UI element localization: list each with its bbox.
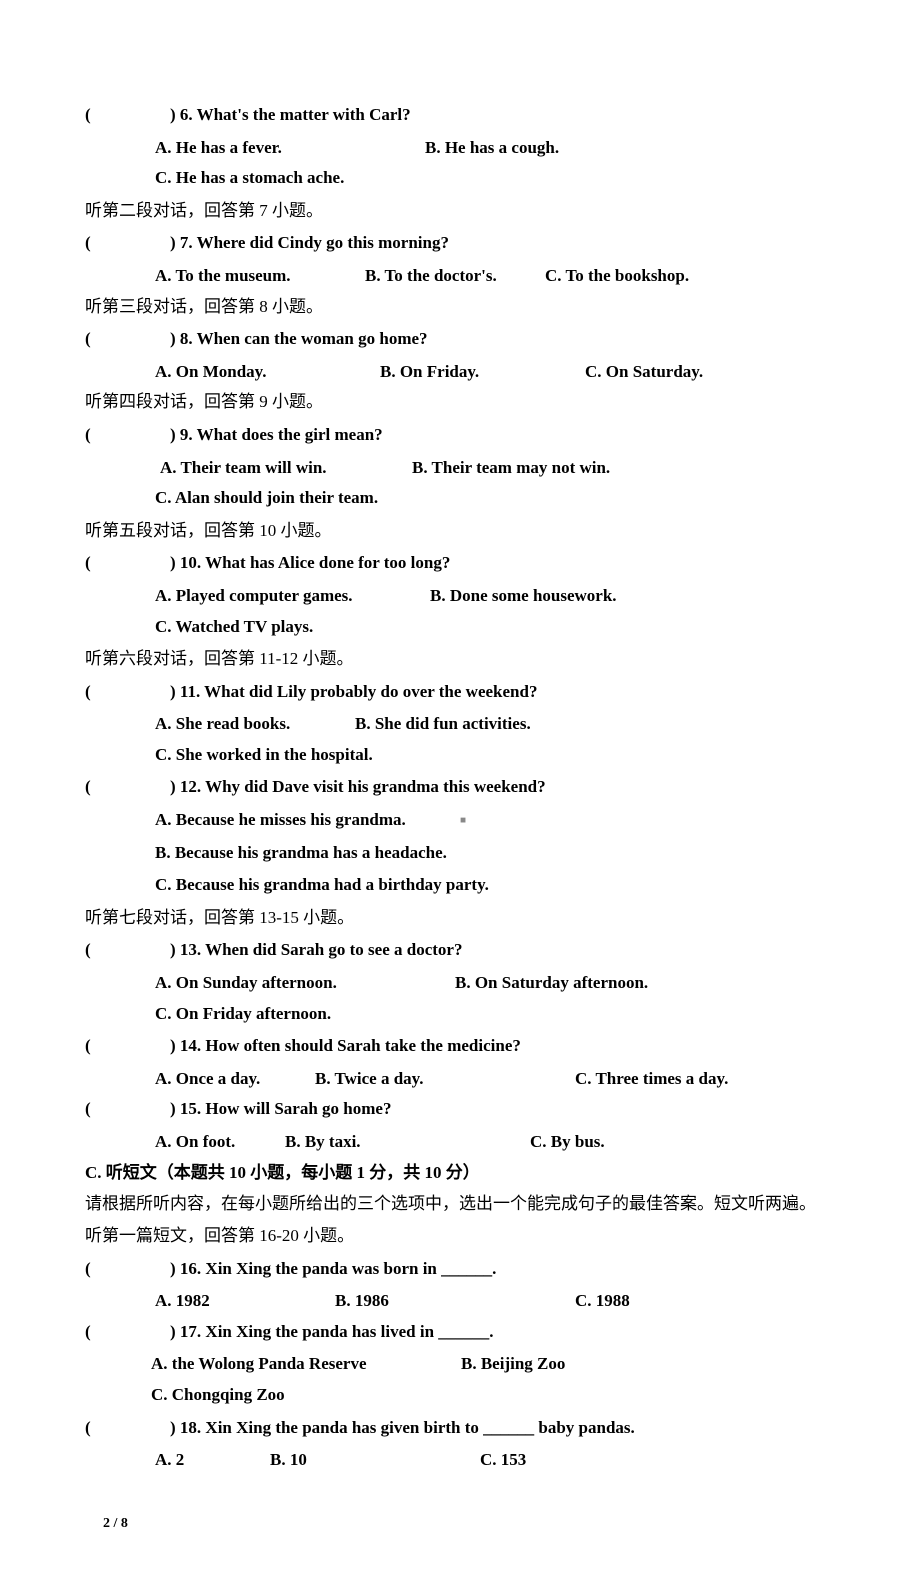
instruction-dialog-2: 听第二段对话，回答第 7 小题。 — [85, 196, 835, 227]
answer-paren[interactable]: ( — [85, 1094, 170, 1125]
option-b: B. To the doctor's. — [365, 261, 545, 292]
question-text: ) 11. What did Lily probably do over the… — [170, 682, 537, 701]
instruction-dialog-4: 听第四段对话，回答第 9 小题。 — [85, 387, 835, 418]
question-12: () 12. Why did Dave visit his grandma th… — [85, 772, 835, 803]
question-16: () 16. Xin Xing the panda was born in __… — [85, 1254, 835, 1285]
option-c: C. On Saturday. — [585, 357, 703, 388]
option-a: A. Played computer games. — [155, 581, 430, 612]
page-mark-icon: ■ — [460, 812, 466, 830]
option-b: B. Beijing Zoo — [461, 1349, 565, 1380]
q14-options: A. Once a day. B. Twice a day. C. Three … — [85, 1064, 835, 1095]
option-b: B. Twice a day. — [315, 1064, 575, 1095]
option-b: B. 10 — [270, 1445, 480, 1476]
option-a: A. 2 — [155, 1445, 270, 1476]
option-b: B. She did fun activities. — [355, 709, 531, 740]
instruction-passage-1: 听第一篇短文，回答第 16-20 小题。 — [85, 1221, 835, 1252]
section-c-title: C. 听短文（本题共 10 小题，每小题 1 分，共 10 分） — [85, 1158, 835, 1189]
question-text: ) 10. What has Alice done for too long? — [170, 553, 450, 572]
q7-options: A. To the museum. B. To the doctor's. C.… — [85, 261, 835, 292]
question-10: () 10. What has Alice done for too long? — [85, 548, 835, 579]
q10-option-c: C. Watched TV plays. — [85, 612, 835, 643]
q12-option-b: B. Because his grandma has a headache. — [85, 838, 835, 869]
option-b: B. On Friday. — [380, 357, 585, 388]
option-b: B. On Saturday afternoon. — [455, 968, 648, 999]
question-18: () 18. Xin Xing the panda has given birt… — [85, 1413, 835, 1444]
option-a: A. On foot. — [155, 1127, 285, 1158]
q6-options-ab: A. He has a fever. B. He has a cough. — [85, 133, 835, 164]
section-c-instruction: 请根据所听内容，在每小题所给出的三个选项中，选出一个能完成句子的最佳答案。短文听… — [85, 1190, 835, 1219]
q11-option-c: C. She worked in the hospital. — [85, 740, 835, 771]
page-number: 2 / 8 — [85, 1511, 835, 1536]
answer-paren[interactable]: ( — [85, 100, 170, 131]
q6-option-c: C. He has a stomach ache. — [85, 163, 835, 194]
option-a: A. On Sunday afternoon. — [155, 968, 455, 999]
q8-options: A. On Monday. B. On Friday. C. On Saturd… — [85, 357, 835, 388]
question-text: ) 16. Xin Xing the panda was born in ___… — [170, 1259, 496, 1278]
q15-options: A. On foot. B. By taxi. C. By bus. — [85, 1127, 835, 1158]
q17-options-ab: A. the Wolong Panda Reserve B. Beijing Z… — [85, 1349, 835, 1380]
q10-options-ab: A. Played computer games. B. Done some h… — [85, 581, 835, 612]
question-text: ) 6. What's the matter with Carl? — [170, 105, 411, 124]
question-text: ) 14. How often should Sarah take the me… — [170, 1036, 521, 1055]
answer-paren[interactable]: ( — [85, 324, 170, 355]
q9-options-ab: A. Their team will win. B. Their team ma… — [85, 453, 835, 484]
q9-option-c: C. Alan should join their team. — [85, 483, 835, 514]
answer-paren[interactable]: ( — [85, 1254, 170, 1285]
question-8: () 8. When can the woman go home? — [85, 324, 835, 355]
question-9: () 9. What does the girl mean? — [85, 420, 835, 451]
q13-option-c: C. On Friday afternoon. — [85, 999, 835, 1030]
answer-paren[interactable]: ( — [85, 228, 170, 259]
option-a: A. On Monday. — [155, 357, 380, 388]
option-b: B. Their team may not win. — [412, 453, 610, 484]
option-a: A. Once a day. — [155, 1064, 315, 1095]
option-b: B. He has a cough. — [425, 133, 559, 164]
question-text: ) 13. When did Sarah go to see a doctor? — [170, 940, 462, 959]
q11-options-ab: A. She read books. B. She did fun activi… — [85, 709, 835, 740]
answer-paren[interactable]: ( — [85, 548, 170, 579]
q18-options: A. 2 B. 10 C. 153 — [85, 1445, 835, 1476]
q12-option-a: A. Because he misses his grandma. ■ — [85, 805, 835, 836]
option-b: B. Done some housework. — [430, 581, 617, 612]
question-13: () 13. When did Sarah go to see a doctor… — [85, 935, 835, 966]
question-text: ) 7. Where did Cindy go this morning? — [170, 233, 449, 252]
question-14: () 14. How often should Sarah take the m… — [85, 1031, 835, 1062]
instruction-dialog-3: 听第三段对话，回答第 8 小题。 — [85, 292, 835, 323]
q12-option-c: C. Because his grandma had a birthday pa… — [85, 870, 835, 901]
q13-options-ab: A. On Sunday afternoon. B. On Saturday a… — [85, 968, 835, 999]
answer-paren[interactable]: ( — [85, 1031, 170, 1062]
option-a: A. Their team will win. — [160, 453, 412, 484]
question-6: () 6. What's the matter with Carl? — [85, 100, 835, 131]
answer-paren[interactable]: ( — [85, 772, 170, 803]
option-a: A. He has a fever. — [155, 133, 425, 164]
question-text: ) 18. Xin Xing the panda has given birth… — [170, 1418, 635, 1437]
instruction-dialog-7: 听第七段对话，回答第 13-15 小题。 — [85, 903, 835, 934]
question-7: () 7. Where did Cindy go this morning? — [85, 228, 835, 259]
option-b: B. By taxi. — [285, 1127, 530, 1158]
option-c: C. By bus. — [530, 1127, 605, 1158]
question-text: ) 8. When can the woman go home? — [170, 329, 428, 348]
answer-paren[interactable]: ( — [85, 677, 170, 708]
option-a: A. She read books. — [155, 709, 355, 740]
answer-paren[interactable]: ( — [85, 1317, 170, 1348]
question-text: ) 9. What does the girl mean? — [170, 425, 383, 444]
option-c: C. To the bookshop. — [545, 261, 689, 292]
option-a: A. To the museum. — [155, 261, 365, 292]
answer-paren[interactable]: ( — [85, 420, 170, 451]
question-text: ) 15. How will Sarah go home? — [170, 1099, 391, 1118]
q17-option-c: C. Chongqing Zoo — [85, 1380, 835, 1411]
instruction-dialog-6: 听第六段对话，回答第 11-12 小题。 — [85, 644, 835, 675]
option-a: A. the Wolong Panda Reserve — [151, 1349, 461, 1380]
answer-paren[interactable]: ( — [85, 1413, 170, 1444]
question-11: () 11. What did Lily probably do over th… — [85, 677, 835, 708]
option-c: C. Three times a day. — [575, 1064, 728, 1095]
question-text: ) 17. Xin Xing the panda has lived in __… — [170, 1322, 494, 1341]
answer-paren[interactable]: ( — [85, 935, 170, 966]
question-17: () 17. Xin Xing the panda has lived in _… — [85, 1317, 835, 1348]
question-text: ) 12. Why did Dave visit his grandma thi… — [170, 777, 546, 796]
option-c: C. 153 — [480, 1445, 526, 1476]
instruction-dialog-5: 听第五段对话，回答第 10 小题。 — [85, 516, 835, 547]
question-15: () 15. How will Sarah go home? — [85, 1094, 835, 1125]
